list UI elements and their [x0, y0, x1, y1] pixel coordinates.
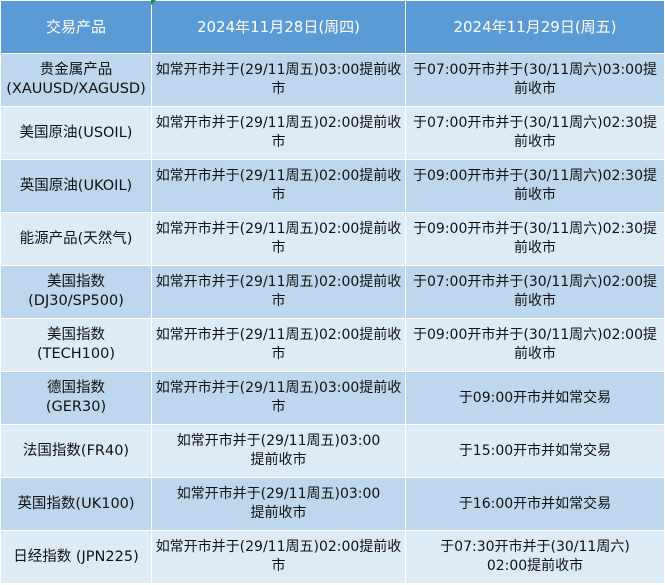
table-row: 日经指数 (JPN225) 如常开市并于(29/11周五)02:00提前收市 于07… — [0, 530, 665, 584]
product-cell: 英国指数(UK100) — [0, 477, 152, 531]
table-row: 英国原油(UKOIL) 如常开市并于(29/11周五)02:00提前收市 于09:0… — [0, 159, 665, 213]
table-row: 美国指数 (TECH100) 如常开市并于(29/11周五)02:00提前收市 于0… — [0, 318, 665, 372]
table-row: 法国指数(FR40) 如常开市并于(29/11周五)03:00 提前收市 于15:0… — [0, 424, 665, 478]
nov29-cell: 于15:00开市并如常交易 — [405, 424, 665, 478]
nov29-cell: 于09:00开市并于(30/11周六)02:30提前收市 — [405, 159, 665, 213]
product-cell: 美国指数 (DJ30/SP500) — [0, 265, 152, 319]
header-product: 交易产品 — [0, 0, 152, 54]
header-date-29: 2024年11月29日(周五) — [405, 0, 665, 54]
nov28-cell: 如常开市并于(29/11周五)02:00提前收市 — [151, 318, 406, 372]
nov28-cell: 如常开市并于(29/11周五)02:00提前收市 — [151, 106, 406, 160]
nov29-cell: 于09:00开市并于(30/11周六)02:30提前收市 — [405, 212, 665, 266]
product-cell: 能源产品(天然气) — [0, 212, 152, 266]
product-cell: 贵金属产品 (XAUUSD/XAGUSD) — [0, 53, 152, 107]
nov28-cell: 如常开市并于(29/11周五)02:00提前收市 — [151, 265, 406, 319]
nov29-cell: 于16:00开市并如常交易 — [405, 477, 665, 531]
nov28-cell: 如常开市并于(29/11周五)03:00提前收市 — [151, 371, 406, 425]
nov28-cell: 如常开市并于(29/11周五)02:00提前收市 — [151, 212, 406, 266]
nov28-cell: 如常开市并于(29/11周五)03:00提前收市 — [151, 53, 406, 107]
nov29-cell: 于07:30开市并于(30/11周六) 02:00提前收市 — [405, 530, 665, 584]
table-row: 能源产品(天然气) 如常开市并于(29/11周五)02:00提前收市 于09:00开… — [0, 212, 665, 266]
product-cell: 德国指数 (GER30) — [0, 371, 152, 425]
nov28-cell: 如常开市并于(29/11周五)03:00 提前收市 — [151, 477, 406, 531]
nov29-cell: 于07:00开市并于(30/11周六)02:00提前收市 — [405, 265, 665, 319]
product-cell: 美国原油(USOIL) — [0, 106, 152, 160]
nov28-cell: 如常开市并于(29/11周五)02:00提前收市 — [151, 530, 406, 584]
nov28-cell: 如常开市并于(29/11周五)03:00 提前收市 — [151, 424, 406, 478]
header-date-28: 2024年11月28日(周四) — [151, 0, 406, 54]
cell-marker-icon — [151, 0, 156, 5]
nov28-cell: 如常开市并于(29/11周五)02:00提前收市 — [151, 159, 406, 213]
table-row: 德国指数 (GER30) 如常开市并于(29/11周五)03:00提前收市 于09:… — [0, 371, 665, 425]
header-row: 交易产品 2024年11月28日(周四) 2024年11月29日(周五) — [0, 0, 665, 54]
table-row: 美国指数 (DJ30/SP500) 如常开市并于(29/11周五)02:00提前收… — [0, 265, 665, 319]
product-cell: 英国原油(UKOIL) — [0, 159, 152, 213]
nov29-cell: 于07:00开市并于(30/11周六)02:30提前收市 — [405, 106, 665, 160]
nov29-cell: 于09:00开市并于(30/11周六)02:00提前收市 — [405, 318, 665, 372]
table-row: 英国指数(UK100) 如常开市并于(29/11周五)03:00 提前收市 于16:… — [0, 477, 665, 531]
nov29-cell: 于09:00开市并如常交易 — [405, 371, 665, 425]
product-cell: 法国指数(FR40) — [0, 424, 152, 478]
product-cell: 美国指数 (TECH100) — [0, 318, 152, 372]
table-row: 美国原油(USOIL) 如常开市并于(29/11周五)02:00提前收市 于07:0… — [0, 106, 665, 160]
product-cell: 日经指数 (JPN225) — [0, 530, 152, 584]
table-row: 贵金属产品 (XAUUSD/XAGUSD) 如常开市并于(29/11周五)03:0… — [0, 53, 665, 107]
nov29-cell: 于07:00开市并于(30/11周六)03:00提前收市 — [405, 53, 665, 107]
